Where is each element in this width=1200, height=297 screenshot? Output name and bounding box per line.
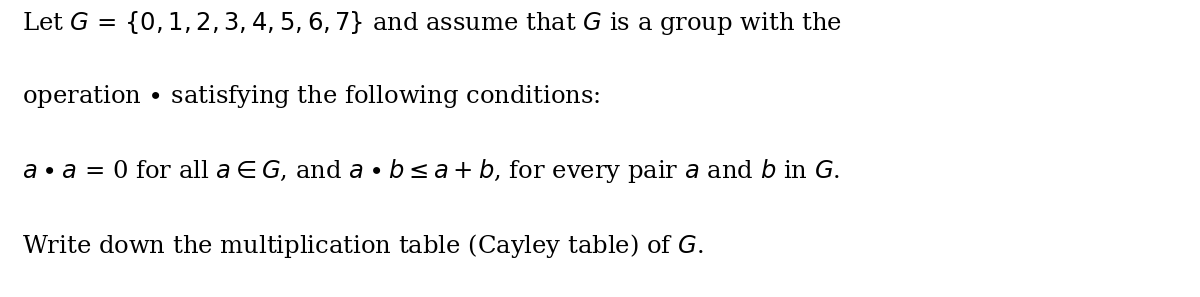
Text: Let $G$ = $\{0, 1, 2, 3, 4, 5, 6, 7\}$ and assume that $G$ is a group with the: Let $G$ = $\{0, 1, 2, 3, 4, 5, 6, 7\}$ a… (22, 9, 841, 37)
Text: $a \bullet a$ = 0 for all $a \in G$, and $a \bullet b \leq a + b$, for every pai: $a \bullet a$ = 0 for all $a \in G$, and… (22, 157, 840, 185)
Text: Write down the multiplication table (Cayley table) of $G$.: Write down the multiplication table (Cay… (22, 232, 703, 260)
Text: operation $\bullet$ satisfying the following conditions:: operation $\bullet$ satisfying the follo… (22, 83, 600, 110)
